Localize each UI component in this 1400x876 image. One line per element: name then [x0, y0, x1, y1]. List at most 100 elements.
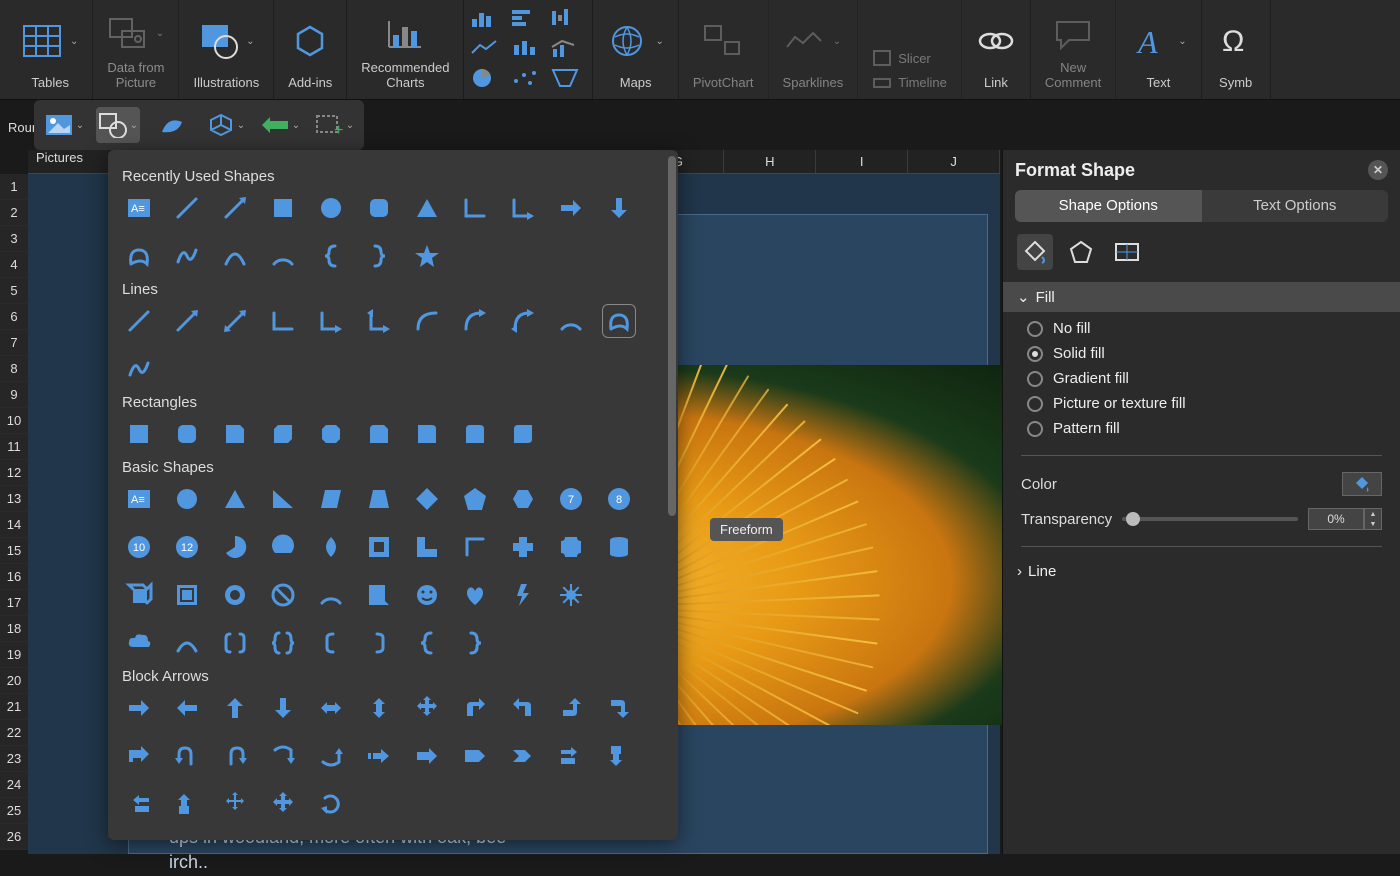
- row-header[interactable]: 8: [0, 356, 28, 382]
- row-header[interactable]: 5: [0, 278, 28, 304]
- shape-option[interactable]: [122, 352, 156, 386]
- shape-option[interactable]: [362, 739, 396, 773]
- row-header[interactable]: 19: [0, 642, 28, 668]
- shape-option[interactable]: [410, 626, 444, 660]
- shape-option[interactable]: [362, 191, 396, 225]
- shape-option[interactable]: [266, 626, 300, 660]
- tab-text-options[interactable]: Text Options: [1202, 190, 1389, 222]
- shape-option[interactable]: 7: [554, 482, 588, 516]
- fill-option[interactable]: Solid fill: [1027, 345, 1376, 362]
- shape-option[interactable]: [122, 787, 156, 821]
- shape-option[interactable]: [314, 787, 348, 821]
- shape-option[interactable]: [458, 739, 492, 773]
- shape-option[interactable]: [458, 482, 492, 516]
- row-header[interactable]: 4: [0, 252, 28, 278]
- shape-option[interactable]: [458, 626, 492, 660]
- row-header[interactable]: 11: [0, 434, 28, 460]
- shape-option[interactable]: A≡: [122, 482, 156, 516]
- shape-option[interactable]: [410, 691, 444, 725]
- shape-option[interactable]: 8 28">: [266, 787, 300, 821]
- shape-option[interactable]: [170, 304, 204, 338]
- shape-option[interactable]: [458, 691, 492, 725]
- shape-option[interactable]: [170, 191, 204, 225]
- row-header[interactable]: 12: [0, 460, 28, 486]
- shape-option[interactable]: [410, 578, 444, 612]
- row-header[interactable]: 10: [0, 408, 28, 434]
- shape-option[interactable]: [218, 417, 252, 451]
- shape-option[interactable]: 10: [122, 530, 156, 564]
- shape-option[interactable]: [410, 191, 444, 225]
- shape-option[interactable]: [602, 304, 636, 338]
- row-header[interactable]: 1: [0, 174, 28, 200]
- 3d-models-button[interactable]: ⌄: [204, 107, 248, 143]
- shape-option[interactable]: [362, 482, 396, 516]
- shape-option[interactable]: [218, 482, 252, 516]
- shape-option[interactable]: [458, 530, 492, 564]
- ribbon-group-addins[interactable]: Add-ins: [274, 0, 347, 99]
- shape-option[interactable]: [410, 417, 444, 451]
- row-header[interactable]: 23: [0, 746, 28, 772]
- ribbon-group-tables[interactable]: ⌄ Tables: [8, 0, 93, 99]
- shape-option[interactable]: [266, 691, 300, 725]
- shape-option[interactable]: [554, 578, 588, 612]
- chart-type-bar-icon[interactable]: [470, 7, 506, 33]
- chart-type-waterfall-icon[interactable]: [550, 7, 586, 33]
- row-header[interactable]: 13: [0, 486, 28, 512]
- row-header[interactable]: 21: [0, 694, 28, 720]
- tab-shape-options[interactable]: Shape Options: [1015, 190, 1202, 222]
- shape-option[interactable]: [410, 482, 444, 516]
- shape-option[interactable]: [314, 417, 348, 451]
- fill-line-tab-icon[interactable]: [1017, 234, 1053, 270]
- shape-option[interactable]: [122, 626, 156, 660]
- row-header[interactable]: 6: [0, 304, 28, 330]
- slicer-label[interactable]: Slicer: [898, 51, 931, 66]
- chart-type-pie-icon[interactable]: [470, 67, 506, 93]
- shape-option[interactable]: [602, 191, 636, 225]
- row-header[interactable]: 18: [0, 616, 28, 642]
- color-picker-button[interactable]: [1342, 472, 1382, 496]
- shapes-button[interactable]: ⌄: [96, 107, 140, 143]
- chart-type-hbar-icon[interactable]: [510, 7, 546, 33]
- shape-option[interactable]: [218, 578, 252, 612]
- row-header[interactable]: 25: [0, 798, 28, 824]
- shape-option[interactable]: A≡: [122, 191, 156, 225]
- shape-option[interactable]: [218, 626, 252, 660]
- shape-option[interactable]: [122, 417, 156, 451]
- col-header[interactable]: J: [908, 150, 1000, 173]
- ribbon-group-text[interactable]: A ⌄ Text: [1116, 0, 1201, 99]
- row-header[interactable]: 7: [0, 330, 28, 356]
- col-header[interactable]: H: [724, 150, 816, 173]
- shape-option[interactable]: [170, 482, 204, 516]
- ribbon-group-recommended-charts[interactable]: Recommended Charts: [347, 0, 464, 99]
- row-header[interactable]: 2: [0, 200, 28, 226]
- row-header[interactable]: 26: [0, 824, 28, 850]
- shape-option[interactable]: [410, 530, 444, 564]
- fill-option[interactable]: Gradient fill: [1027, 370, 1376, 387]
- fill-option[interactable]: No fill: [1027, 320, 1376, 337]
- chart-type-scatter-icon[interactable]: [510, 67, 546, 93]
- shape-option[interactable]: [218, 191, 252, 225]
- shape-option[interactable]: [218, 304, 252, 338]
- shape-option[interactable]: [362, 304, 396, 338]
- smartart-button[interactable]: ⌄: [258, 107, 302, 143]
- shape-option[interactable]: [410, 304, 444, 338]
- shape-option[interactable]: [314, 482, 348, 516]
- shape-option[interactable]: [314, 578, 348, 612]
- size-tab-icon[interactable]: [1109, 234, 1145, 270]
- shape-option[interactable]: [170, 239, 204, 273]
- row-header[interactable]: 22: [0, 720, 28, 746]
- row-header[interactable]: 16: [0, 564, 28, 590]
- shape-option[interactable]: [266, 239, 300, 273]
- shape-option[interactable]: [170, 691, 204, 725]
- shape-option[interactable]: [170, 739, 204, 773]
- shape-option[interactable]: [122, 691, 156, 725]
- fill-option[interactable]: Pattern fill: [1027, 420, 1376, 437]
- shape-option[interactable]: [122, 578, 156, 612]
- row-header[interactable]: 17: [0, 590, 28, 616]
- ribbon-group-data-from-picture[interactable]: ⌄ Data from Picture: [93, 0, 179, 99]
- screenshot-button[interactable]: +⌄: [312, 107, 356, 143]
- icons-button[interactable]: [150, 107, 194, 143]
- shape-option[interactable]: [554, 530, 588, 564]
- row-header[interactable]: 24: [0, 772, 28, 798]
- close-pane-button[interactable]: ✕: [1368, 160, 1388, 180]
